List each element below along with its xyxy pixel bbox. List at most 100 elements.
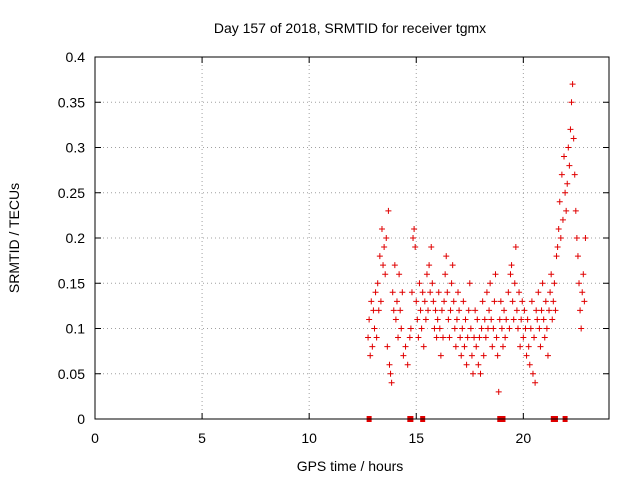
data-point [501, 307, 508, 314]
data-point [435, 289, 442, 296]
data-point [552, 307, 559, 314]
data-point [413, 298, 420, 305]
data-point [388, 379, 395, 386]
data-point [568, 99, 575, 106]
data-point [411, 225, 418, 232]
y-tick-label: 0.4 [66, 49, 86, 65]
data-point [480, 352, 487, 359]
data-point [417, 307, 424, 314]
data-point [558, 171, 565, 178]
data-point [393, 298, 400, 305]
data-point [554, 244, 561, 251]
data-point [516, 289, 523, 296]
data-point [423, 271, 430, 278]
data-point [463, 361, 470, 368]
data-point [380, 262, 387, 269]
data-point [511, 280, 518, 287]
data-point [365, 334, 372, 341]
data-point [535, 289, 542, 296]
data-point [518, 316, 525, 323]
data-point [433, 334, 440, 341]
data-point [456, 307, 463, 314]
data-point [397, 307, 404, 314]
data-point [551, 280, 558, 287]
data-point [514, 325, 521, 332]
data-point [569, 81, 576, 88]
data-point [450, 298, 457, 305]
chart-title: Day 157 of 2018, SRMTID for receiver tgm… [214, 20, 486, 36]
data-point [470, 370, 477, 377]
y-tick-label: 0.2 [66, 230, 86, 246]
y-tick-label: 0.25 [58, 185, 85, 201]
data-point [448, 280, 455, 287]
data-point [437, 352, 444, 359]
data-point [507, 271, 514, 278]
data-point [399, 289, 406, 296]
data-point [580, 271, 587, 278]
data-point [407, 325, 414, 332]
data-point [419, 289, 426, 296]
data-point [410, 235, 417, 241]
x-tick-label: 20 [516, 430, 532, 446]
data-point [436, 325, 443, 332]
data-points [365, 81, 589, 422]
data-point [538, 307, 545, 314]
data-point [522, 325, 529, 332]
data-point [385, 207, 392, 214]
data-point [447, 307, 454, 314]
data-point [487, 280, 494, 287]
data-point [490, 325, 497, 332]
data-point [542, 298, 549, 305]
data-point [517, 343, 524, 350]
data-point [369, 343, 376, 350]
data-point [452, 343, 459, 350]
data-point [520, 334, 527, 341]
data-point [391, 262, 398, 269]
data-point [486, 307, 493, 314]
data-point [491, 298, 498, 305]
data-point [508, 262, 515, 269]
data-point [429, 280, 436, 287]
data-point [525, 343, 532, 350]
data-point [458, 352, 465, 359]
data-point [422, 316, 429, 323]
data-point [519, 298, 526, 305]
data-point [453, 316, 460, 323]
y-tick-label: 0.05 [58, 366, 85, 382]
data-point [537, 343, 544, 350]
data-point [396, 271, 403, 278]
data-point [386, 361, 393, 368]
data-point [446, 334, 453, 341]
y-tick-label: 0.15 [58, 275, 85, 291]
data-point [499, 343, 506, 350]
data-point [495, 388, 502, 395]
data-point [449, 262, 456, 269]
data-point [526, 361, 533, 368]
data-point [402, 343, 409, 350]
data-point [521, 307, 528, 314]
data-point [378, 225, 385, 232]
data-point [547, 289, 554, 296]
data-point [479, 298, 486, 305]
data-point [544, 352, 551, 359]
data-point [431, 325, 438, 332]
data-point [468, 352, 475, 359]
data-point [461, 343, 468, 350]
data-point [556, 198, 563, 205]
data-point [566, 162, 573, 169]
y-tick-label: 0.3 [66, 140, 86, 156]
data-point [428, 244, 435, 251]
x-tick-label: 0 [91, 430, 99, 446]
data-point [489, 343, 496, 350]
data-point [467, 325, 474, 332]
data-point [478, 325, 485, 332]
data-point [420, 343, 427, 350]
data-point [570, 135, 577, 142]
data-point [465, 307, 472, 314]
data-point [548, 271, 555, 278]
plot-frame [94, 56, 610, 420]
data-point [550, 298, 557, 305]
data-point [426, 262, 433, 269]
data-point [506, 325, 513, 332]
y-tick-label: 0.1 [66, 321, 86, 337]
